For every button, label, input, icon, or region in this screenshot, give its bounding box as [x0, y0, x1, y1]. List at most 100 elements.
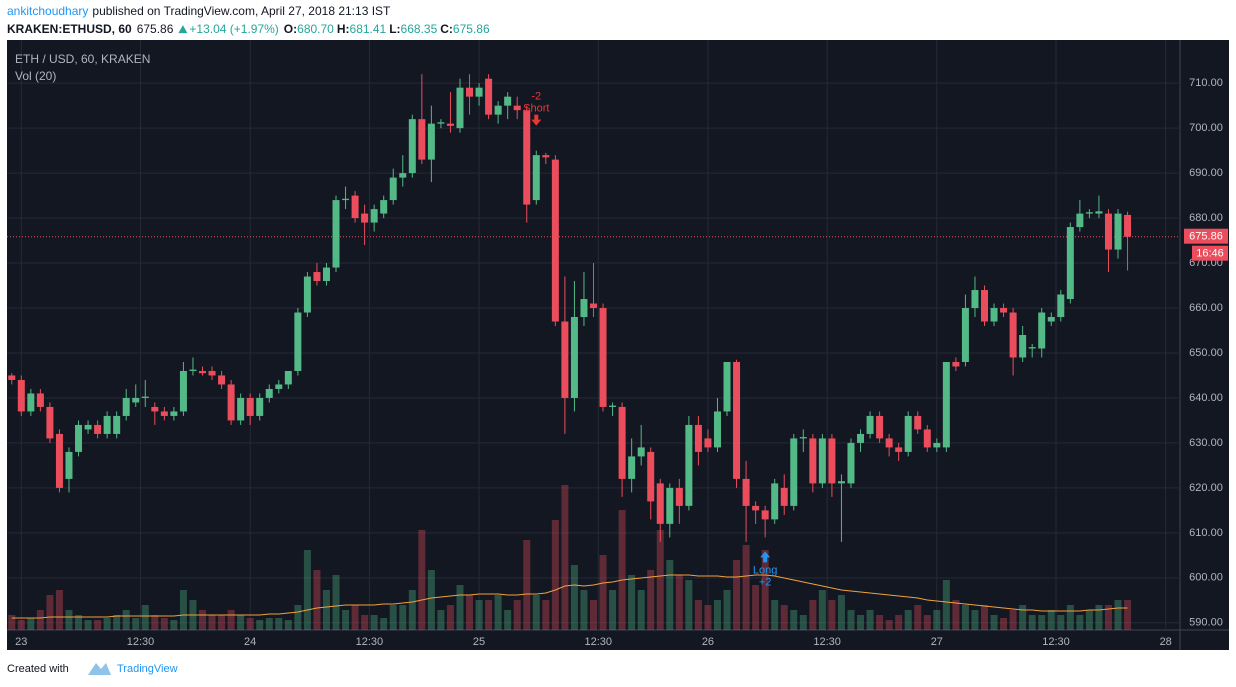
volume-bar — [1085, 610, 1093, 630]
volume-bar — [84, 620, 92, 630]
candle-body — [504, 96, 512, 106]
candle-body — [399, 173, 407, 178]
volume-bar — [265, 618, 273, 630]
volume-bar — [1028, 615, 1036, 630]
candle-body — [380, 200, 388, 214]
volume-bar — [790, 610, 798, 630]
volume-bar — [742, 545, 750, 630]
candle-body — [599, 308, 607, 407]
volume-bar — [342, 610, 350, 630]
y-tick-label: 590.00 — [1189, 617, 1223, 629]
candle-body — [675, 487, 683, 506]
ohlc-value: 675.86 — [453, 22, 490, 36]
volume-bar — [570, 565, 578, 630]
volume-bar — [227, 610, 235, 630]
candle-body — [818, 438, 826, 484]
candle-body — [752, 505, 760, 511]
candle-body — [1104, 213, 1112, 250]
candle-body — [923, 429, 931, 448]
volume-bar — [923, 615, 931, 630]
candle-body — [151, 406, 159, 412]
volume-bar — [55, 590, 63, 630]
logo-icon[interactable] — [88, 663, 111, 675]
candle-body — [36, 393, 44, 407]
header-change: +13.04 (+1.97%) — [189, 22, 278, 36]
volume-bar — [990, 615, 998, 630]
candle-body — [408, 119, 416, 174]
volume-bar — [179, 590, 187, 630]
volume-bar — [590, 600, 597, 630]
candle-body — [761, 510, 769, 520]
header-line-2: KRAKEN:ETHUSD, 60 675.86 +13.04 (+1.97%) O:… — [7, 22, 490, 36]
volume-bar — [876, 615, 884, 630]
chart-title: ETH / USD, 60, KRAKEN — [15, 52, 150, 66]
ohlc-label: O: — [284, 22, 297, 36]
volume-bar — [895, 615, 903, 630]
chart-panel — [7, 40, 1229, 650]
candle-body — [742, 478, 750, 506]
volume-bar — [8, 615, 16, 630]
candle-body — [256, 397, 264, 416]
volume-bar — [1114, 600, 1122, 630]
candle-body — [1124, 214, 1132, 237]
annotation-label: Short — [523, 103, 549, 115]
tv-logo[interactable] — [88, 663, 111, 675]
candle-body — [656, 483, 664, 524]
candle-body — [199, 370, 206, 374]
volume-bar — [17, 620, 25, 630]
volume-bar — [437, 610, 445, 630]
candle-body — [322, 267, 330, 282]
volume-bar — [761, 550, 769, 630]
candle-body — [876, 415, 884, 439]
annotation-arrow — [531, 114, 542, 126]
x-tick-label: 12:30 — [813, 636, 841, 648]
candle-body — [294, 312, 302, 371]
volume-bar — [637, 590, 645, 630]
candle-body — [713, 411, 721, 448]
candle-body — [971, 290, 979, 309]
ohlc-label: L: — [389, 22, 400, 36]
volume-bar — [370, 615, 378, 630]
author[interactable]: ankitchoudhary — [7, 4, 88, 18]
volume-bar — [752, 585, 760, 630]
volume-bar — [609, 590, 617, 630]
volume-bar — [961, 605, 969, 630]
candle-body — [1095, 211, 1103, 214]
volume-bar — [780, 605, 788, 630]
annotation-arrow — [760, 551, 771, 563]
candle-body — [542, 155, 550, 158]
volume-bar — [542, 600, 550, 630]
candle-body — [8, 375, 16, 380]
volume-bar — [599, 555, 607, 630]
last-price-label: 675.86 — [1189, 231, 1223, 243]
volume-bar — [332, 575, 340, 630]
countdown-tag — [1192, 245, 1228, 261]
volume-bar — [933, 610, 941, 630]
annotation-label: Long — [753, 564, 777, 576]
volume-bar — [1019, 605, 1027, 630]
volume-bar — [170, 620, 178, 630]
candle-body — [46, 406, 54, 439]
candle-body — [284, 370, 292, 385]
candle-body — [275, 384, 283, 389]
candle-body — [723, 361, 731, 412]
candle-body — [904, 415, 912, 452]
x-tick-label: 25 — [473, 636, 485, 648]
candle-body — [990, 308, 998, 322]
volume-bar — [494, 595, 502, 630]
volume-bar — [504, 610, 512, 630]
volume-bar — [132, 618, 140, 630]
y-tick-label: 660.00 — [1189, 302, 1223, 314]
candle-body — [952, 361, 960, 367]
volume-bar — [237, 615, 245, 630]
candle-body — [351, 195, 359, 219]
candle-body — [485, 78, 493, 115]
candle-body — [799, 437, 807, 439]
footer-brand[interactable]: TradingView — [117, 663, 178, 675]
x-tick-label: 28 — [1160, 636, 1172, 648]
x-tick-label: 12:30 — [356, 636, 384, 648]
volume-bar — [818, 590, 826, 630]
header-line-1: ankitchoudhary published on TradingView.c… — [7, 4, 391, 18]
published: published on TradingView.com, April 27, … — [92, 4, 391, 18]
